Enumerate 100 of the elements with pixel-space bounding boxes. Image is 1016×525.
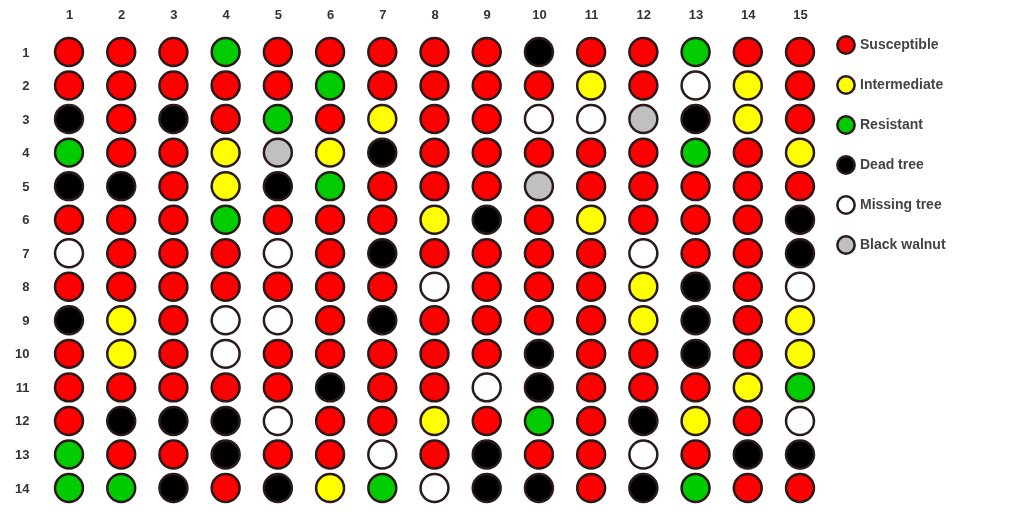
x-tick-label: 1: [65, 6, 74, 22]
point: [680, 103, 711, 135]
point: [158, 405, 189, 437]
point: [680, 271, 711, 302]
point: [680, 472, 711, 504]
point: [628, 439, 659, 470]
y-tick-label: 8: [22, 279, 30, 295]
x-tick-label: 10: [532, 6, 547, 22]
point: [680, 338, 711, 370]
point: [784, 338, 816, 370]
point: [628, 238, 659, 269]
point: [471, 439, 502, 470]
y-tick-label: 9: [22, 312, 30, 328]
x-tick-label: 7: [379, 6, 387, 22]
x-tick-label: 5: [274, 6, 282, 22]
point: [732, 439, 763, 470]
point: [784, 137, 816, 168]
y-tick-label: 3: [22, 111, 30, 127]
point: [680, 405, 711, 437]
point: [523, 338, 555, 370]
point: [53, 472, 85, 504]
point: [262, 405, 294, 437]
point: [732, 372, 763, 403]
point: [262, 305, 294, 336]
point: [367, 472, 398, 504]
x-tick-label: 15: [793, 6, 808, 22]
point: [419, 472, 450, 504]
y-tick-label: 11: [15, 379, 30, 395]
point: [628, 103, 659, 135]
point: [784, 439, 816, 470]
point: [314, 372, 346, 403]
point: [628, 271, 659, 302]
point: [471, 372, 502, 403]
x-tick-label: 3: [170, 6, 178, 22]
point: [419, 204, 450, 235]
point: [784, 372, 816, 403]
x-tick-label: 9: [483, 6, 491, 22]
point: [53, 170, 85, 202]
point: [784, 405, 816, 437]
point: [53, 439, 85, 470]
x-tick-label: 11: [584, 6, 599, 22]
point: [419, 405, 450, 437]
y-tick-label: 10: [15, 346, 30, 362]
point: [784, 271, 816, 302]
point: [367, 103, 398, 135]
legend-label: Susceptible: [860, 36, 939, 52]
x-tick-label: 13: [688, 6, 704, 22]
point: [575, 70, 607, 101]
y-tick-label: 14: [15, 480, 31, 496]
point: [628, 305, 659, 336]
point: [262, 472, 294, 504]
point: [680, 305, 711, 336]
point: [314, 137, 346, 168]
point: [732, 103, 763, 135]
legend-label: Black walnut: [860, 236, 946, 252]
point: [210, 405, 241, 437]
point: [53, 305, 85, 336]
point: [158, 103, 189, 135]
point: [784, 204, 816, 235]
point: [53, 238, 85, 269]
point: [210, 170, 241, 202]
point: [680, 36, 711, 68]
point: [523, 36, 555, 68]
x-tick-label: 6: [326, 6, 335, 22]
y-tick-label: 2: [22, 78, 30, 94]
x-tick-label: 2: [118, 6, 126, 22]
point: [210, 439, 241, 470]
point: [106, 305, 137, 336]
point: [680, 70, 711, 101]
point: [575, 103, 607, 135]
point: [628, 405, 659, 437]
point: [784, 238, 816, 269]
point: [106, 472, 137, 504]
point: [732, 70, 763, 101]
point: [784, 305, 816, 336]
x-tick-label: 12: [636, 6, 652, 22]
point: [367, 305, 398, 336]
point: [523, 103, 555, 135]
point: [523, 372, 555, 403]
y-tick-label: 4: [22, 145, 31, 161]
point: [262, 103, 294, 135]
point: [262, 137, 294, 168]
y-tick-label: 1: [22, 44, 30, 60]
point: [471, 204, 502, 235]
point: [523, 405, 555, 437]
point: [53, 137, 85, 168]
point: [158, 472, 189, 504]
point: [628, 472, 659, 504]
legend-label: Missing tree: [860, 196, 942, 212]
y-tick-label: 13: [15, 446, 30, 462]
point: [523, 472, 555, 504]
x-tick-label: 4: [222, 6, 231, 22]
legend-label: Dead tree: [860, 156, 925, 172]
point: [314, 472, 346, 504]
point: [523, 170, 555, 202]
legend-label: Intermediate: [860, 76, 944, 92]
point: [210, 204, 241, 235]
point: [106, 338, 137, 370]
point: [314, 170, 346, 202]
point: [106, 405, 137, 437]
